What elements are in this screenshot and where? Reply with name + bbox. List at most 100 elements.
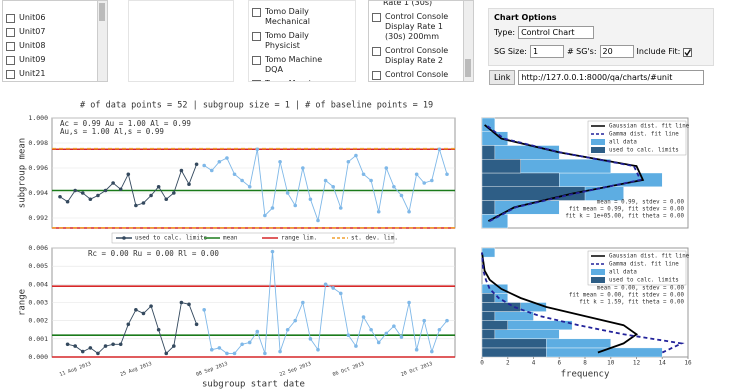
link-input[interactable]: http://127.0.0.1:8000/qa/charts/#unit (518, 70, 705, 85)
data-point (369, 178, 373, 183)
y-tick-label: 1.000 (28, 114, 48, 122)
scrollbar[interactable] (97, 1, 107, 81)
data-point (407, 209, 411, 214)
data-point (399, 193, 404, 198)
type-select[interactable]: Control Chart (518, 26, 595, 39)
link-button[interactable]: Link (489, 70, 516, 85)
checkbox[interactable] (6, 28, 15, 37)
data-point (414, 347, 419, 352)
list-item[interactable]: Tomo Daily Physicist (252, 31, 342, 51)
checkbox[interactable] (6, 56, 15, 65)
sg-size-label: SG Size: (494, 47, 527, 56)
checkbox[interactable] (6, 42, 15, 51)
data-point (301, 300, 305, 305)
legend-swatch (591, 147, 605, 153)
test-list[interactable]: Tomo Daily Mechanical Tomo Daily Physicis… (248, 0, 356, 82)
y-tick-label: 0.003 (28, 299, 48, 307)
list-item[interactable]: Unit08 (6, 41, 94, 51)
data-point (118, 187, 123, 192)
annotation: fit mean = 0.99, fit stdev = 0.00 (569, 207, 685, 213)
data-point (301, 166, 305, 170)
legend: Gaussian dist. fit line Gamma dist. fit l… (587, 250, 690, 286)
hist-bar (481, 284, 508, 294)
list-item[interactable]: Control Console Display Rate 1 (30s) 200… (372, 12, 460, 42)
legend-label: all data (609, 140, 637, 146)
list-item[interactable]: Unit06 (6, 13, 94, 23)
annotation: fit k = 1.59, fit theta = 0.00 (579, 300, 684, 306)
data-point (156, 184, 161, 189)
data-point (270, 249, 275, 254)
item-label: Tomo Daily Physicist (265, 31, 309, 50)
data-point (361, 172, 366, 177)
data-point (172, 344, 176, 348)
data-point (240, 178, 244, 183)
legend-label: used to calc. limits (135, 235, 208, 242)
list-item[interactable]: Tomo Daily Mechanical (252, 7, 342, 27)
list-item[interactable]: Tomo Machine DQA (252, 55, 342, 75)
data-point (255, 329, 260, 334)
data-point (407, 300, 411, 305)
list-item[interactable]: Control Console Display Rate 2 (372, 46, 460, 66)
checkbox[interactable] (372, 13, 381, 22)
data-point (187, 302, 191, 307)
legend-label: used to calc. limits (609, 148, 679, 154)
y-tick-label: 0.996 (28, 164, 48, 172)
x-tick-label: 2 (506, 360, 510, 367)
data-point (346, 333, 351, 338)
checkbox[interactable] (6, 70, 15, 79)
hist-bar (481, 247, 496, 258)
data-point (308, 337, 313, 341)
data-point (88, 346, 93, 350)
checkbox[interactable] (252, 80, 261, 81)
item-label: Unit07 (19, 27, 46, 36)
list-item[interactable]: Unit21 (6, 69, 94, 79)
data-point (134, 203, 138, 208)
list-item[interactable]: Control Console Display Rate 2 (30s) (372, 70, 460, 81)
include-fit-checkbox[interactable] (683, 47, 693, 57)
data-point (399, 335, 404, 339)
list-item[interactable]: Tomo Morning Therapy Checks (252, 79, 342, 81)
data-point (414, 172, 419, 177)
data-point (103, 188, 108, 193)
hist-bar (481, 311, 496, 321)
data-point (293, 318, 298, 323)
item-label: Tomo Morning Therapy Checks (265, 79, 342, 81)
sgs-input[interactable]: 20 (599, 45, 634, 58)
annotation: Rc = 0.00 Ru = 0.00 Rl = 0.00 (88, 249, 219, 258)
legend-label: used to calc. limits (609, 278, 679, 284)
list-item[interactable]: Unit09 (6, 55, 94, 65)
checkbox[interactable] (372, 71, 381, 80)
checkbox[interactable] (6, 14, 15, 23)
legend-label: st. dev. lim. (351, 235, 398, 242)
annotation: fit mean = 0.00, fit stdev = 0.00 (569, 293, 685, 299)
checkbox[interactable] (252, 56, 261, 65)
x-tick-label: 6 (557, 360, 561, 367)
data-point (285, 327, 290, 332)
data-point (209, 168, 214, 173)
hist-bar (481, 172, 560, 187)
checkbox[interactable] (372, 47, 381, 56)
data-point (194, 162, 199, 167)
data-point (126, 172, 131, 177)
unit-list[interactable]: Unit06 Unit07 Unit08 Unit09 Unit21 (2, 0, 108, 82)
sg-size-input[interactable]: 1 (529, 45, 564, 58)
annotation: mean = 0.99, stdev = 0.00 (597, 200, 685, 206)
data-point (445, 172, 449, 177)
x-tick-label: 14 (659, 360, 667, 367)
x-axis-label: subgroup start date (202, 380, 305, 389)
legend-label: mean (223, 235, 238, 242)
include-fit-label: Include Fit: (636, 47, 681, 56)
checkbox[interactable] (252, 8, 261, 17)
sgs-label: # SG's: (566, 47, 597, 56)
y-tick-label: 0.002 (28, 317, 48, 325)
list-item[interactable]: Unit07 (6, 27, 94, 37)
test-item-list[interactable]: Rate 1 (30s) Control Console Display Rate… (368, 0, 474, 82)
scrollbar[interactable] (463, 1, 473, 81)
data-point (308, 197, 313, 202)
hist-bar (481, 293, 496, 303)
y-tick-label: 0.992 (28, 214, 48, 222)
data-point (285, 191, 290, 195)
fit-line (485, 124, 642, 222)
checkbox[interactable] (252, 32, 261, 41)
y-tick-label: 0.006 (28, 244, 48, 252)
